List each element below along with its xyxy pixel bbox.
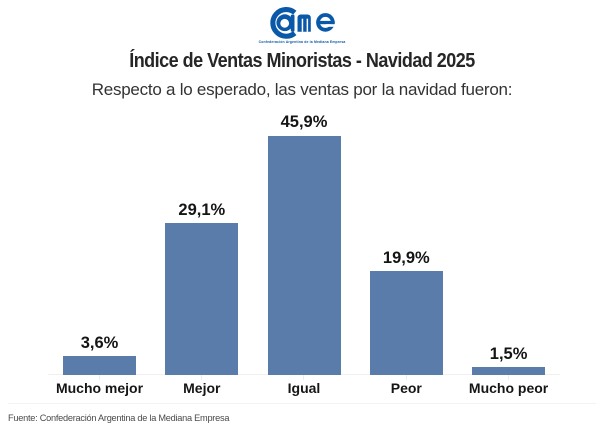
svg-text:Confederación Argentina de la: Confederación Argentina de la Mediana Em… — [259, 40, 346, 44]
